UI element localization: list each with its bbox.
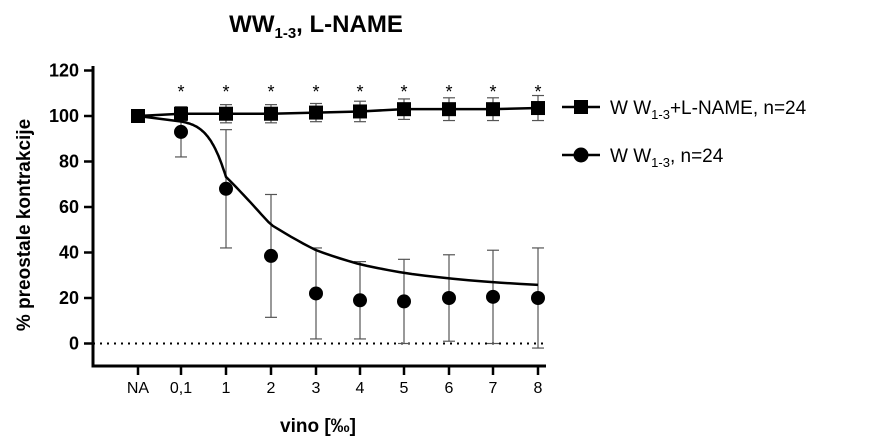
x-tick-label: 7: [489, 380, 498, 397]
point-ww: [531, 291, 545, 305]
legend-label-lname: W W1-3+L-NAME, n=24: [610, 98, 807, 122]
y-axis-label: % preostale kontrakcije: [14, 119, 35, 331]
legend-label-ww: W W1-3, n=24: [610, 146, 724, 170]
point-ww: [486, 289, 500, 304]
significance-star: *: [177, 82, 184, 102]
legend-marker-circle: [573, 147, 589, 163]
legend-lname-rest: +L-NAME, n=24: [670, 98, 807, 119]
axes-layer: 0 20 40 60 80 100 120 NA 0,1 1 2 3 4 5 6 7 8: [49, 61, 546, 397]
x-tick-label: 1: [222, 380, 231, 397]
x-tick-label: NA: [127, 380, 150, 397]
svg-text:WW1-3, L-NAME: WW1-3, L-NAME: [229, 11, 403, 42]
point-ww: [397, 294, 411, 309]
point-lname: [442, 102, 456, 117]
x-tick-label: 6: [445, 380, 454, 397]
point-ww: [131, 109, 145, 123]
significance-star: *: [400, 82, 407, 102]
point-lname: [219, 106, 233, 121]
title-sub: 1-3: [274, 25, 296, 42]
curves-layer: [137, 106, 539, 287]
point-ww: [174, 124, 188, 139]
legend-item-ww: W W1-3, n=24: [562, 146, 724, 170]
y-tick-label: 120: [49, 61, 79, 81]
point-lname: [531, 101, 545, 116]
point-lname: [309, 105, 323, 120]
point-ww: [219, 181, 233, 196]
x-tick-label: 8: [534, 380, 543, 397]
x-tick-label: 4: [356, 380, 365, 397]
y-tick-label: 40: [59, 243, 79, 263]
x-tick-label: 5: [400, 380, 409, 397]
title-rest: , L-NAME: [296, 11, 403, 38]
point-lname: [264, 106, 278, 121]
x-axis-label: vino [‰]: [280, 416, 356, 437]
legend-ww-sub: 1-3: [651, 155, 670, 170]
point-lname: [397, 102, 411, 117]
legend-lname-main: W W: [610, 98, 651, 119]
y-tick-label: 20: [59, 288, 79, 308]
legend-item-lname: W W1-3+L-NAME, n=24: [562, 98, 807, 122]
significance-star: *: [356, 82, 363, 102]
significance-star: *: [445, 82, 452, 102]
point-lname: [353, 104, 367, 119]
y-tick-label: 60: [59, 197, 79, 217]
line-lname: [137, 106, 539, 118]
point-ww: [353, 293, 367, 308]
y-tick-label: 0: [69, 334, 79, 354]
significance-star: *: [267, 82, 274, 102]
point-ww: [264, 248, 278, 263]
markers-layer: [131, 101, 545, 309]
significance-star: *: [489, 82, 496, 102]
legend-ww-rest: , n=24: [670, 146, 724, 167]
point-lname: [174, 106, 188, 121]
x-tick-label: 0,1: [170, 380, 192, 397]
x-tick-label: 2: [267, 380, 276, 397]
significance-star: *: [222, 82, 229, 102]
fit-curve-ww: [137, 114, 539, 287]
legend-marker-square: [574, 100, 588, 114]
y-tick-label: 100: [49, 106, 79, 126]
significance-star: *: [312, 82, 319, 102]
significance-layer: * * * * * * * * *: [177, 82, 541, 102]
title-main: WW: [229, 11, 275, 38]
x-tick-label: 3: [312, 380, 321, 397]
y-tick-label: 80: [59, 152, 79, 172]
significance-star: *: [534, 82, 541, 102]
legend: W W1-3+L-NAME, n=24 W W1-3, n=24: [562, 98, 807, 170]
point-ww: [309, 286, 323, 301]
point-lname: [486, 102, 500, 117]
legend-lname-sub: 1-3: [651, 107, 670, 122]
legend-ww-main: W W: [610, 146, 651, 167]
point-ww: [442, 291, 456, 305]
error-bars-layer: [175, 94, 544, 349]
chart-title: WW1-3, L-NAME: [229, 11, 403, 42]
